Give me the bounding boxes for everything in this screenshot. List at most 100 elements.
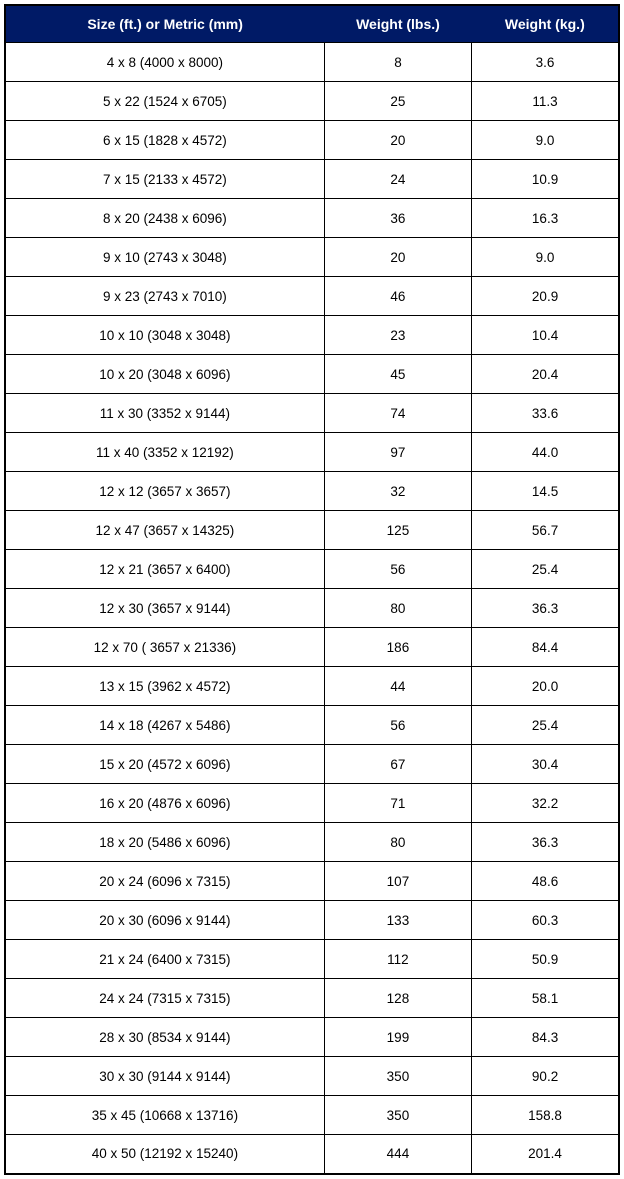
table-row: 5 x 22 (1524 x 6705)2511.3: [5, 82, 619, 121]
cell-weight-kg: 48.6: [472, 862, 619, 901]
cell-size: 9 x 23 (2743 x 7010): [5, 277, 324, 316]
cell-weight-lbs: 350: [324, 1057, 471, 1096]
cell-size: 9 x 10 (2743 x 3048): [5, 238, 324, 277]
cell-size: 16 x 20 (4876 x 6096): [5, 784, 324, 823]
cell-weight-lbs: 80: [324, 823, 471, 862]
cell-weight-lbs: 67: [324, 745, 471, 784]
cell-weight-lbs: 20: [324, 238, 471, 277]
cell-weight-kg: 56.7: [472, 511, 619, 550]
cell-weight-kg: 30.4: [472, 745, 619, 784]
table-row: 21 x 24 (6400 x 7315)11250.9: [5, 940, 619, 979]
cell-weight-kg: 10.9: [472, 160, 619, 199]
cell-weight-lbs: 186: [324, 628, 471, 667]
cell-size: 13 x 15 (3962 x 4572): [5, 667, 324, 706]
cell-weight-kg: 9.0: [472, 121, 619, 160]
cell-weight-lbs: 45: [324, 355, 471, 394]
cell-size: 8 x 20 (2438 x 6096): [5, 199, 324, 238]
cell-weight-lbs: 44: [324, 667, 471, 706]
cell-weight-kg: 11.3: [472, 82, 619, 121]
cell-weight-kg: 3.6: [472, 43, 619, 82]
cell-weight-lbs: 133: [324, 901, 471, 940]
cell-weight-kg: 84.3: [472, 1018, 619, 1057]
table-row: 24 x 24 (7315 x 7315)12858.1: [5, 979, 619, 1018]
cell-weight-kg: 20.0: [472, 667, 619, 706]
cell-weight-lbs: 107: [324, 862, 471, 901]
cell-size: 28 x 30 (8534 x 9144): [5, 1018, 324, 1057]
cell-weight-kg: 158.8: [472, 1096, 619, 1135]
cell-weight-kg: 36.3: [472, 589, 619, 628]
cell-weight-lbs: 23: [324, 316, 471, 355]
cell-weight-lbs: 46: [324, 277, 471, 316]
cell-weight-lbs: 74: [324, 394, 471, 433]
cell-size: 10 x 10 (3048 x 3048): [5, 316, 324, 355]
cell-size: 21 x 24 (6400 x 7315): [5, 940, 324, 979]
cell-weight-kg: 36.3: [472, 823, 619, 862]
cell-weight-lbs: 199: [324, 1018, 471, 1057]
cell-weight-lbs: 80: [324, 589, 471, 628]
cell-size: 10 x 20 (3048 x 6096): [5, 355, 324, 394]
cell-weight-kg: 10.4: [472, 316, 619, 355]
cell-weight-kg: 90.2: [472, 1057, 619, 1096]
cell-size: 35 x 45 (10668 x 13716): [5, 1096, 324, 1135]
cell-size: 5 x 22 (1524 x 6705): [5, 82, 324, 121]
table-row: 12 x 47 (3657 x 14325)12556.7: [5, 511, 619, 550]
table-row: 8 x 20 (2438 x 6096)3616.3: [5, 199, 619, 238]
cell-weight-lbs: 8: [324, 43, 471, 82]
table-row: 9 x 10 (2743 x 3048)209.0: [5, 238, 619, 277]
cell-size: 18 x 20 (5486 x 6096): [5, 823, 324, 862]
table-row: 7 x 15 (2133 x 4572)2410.9: [5, 160, 619, 199]
table-row: 10 x 20 (3048 x 6096)4520.4: [5, 355, 619, 394]
cell-size: 12 x 47 (3657 x 14325): [5, 511, 324, 550]
cell-size: 12 x 21 (3657 x 6400): [5, 550, 324, 589]
header-weight-lbs: Weight (lbs.): [324, 5, 471, 43]
table-header-row: Size (ft.) or Metric (mm) Weight (lbs.) …: [5, 5, 619, 43]
cell-size: 12 x 12 (3657 x 3657): [5, 472, 324, 511]
cell-size: 20 x 30 (6096 x 9144): [5, 901, 324, 940]
table-row: 9 x 23 (2743 x 7010)4620.9: [5, 277, 619, 316]
cell-weight-lbs: 71: [324, 784, 471, 823]
cell-weight-lbs: 25: [324, 82, 471, 121]
cell-weight-lbs: 56: [324, 706, 471, 745]
cell-weight-kg: 58.1: [472, 979, 619, 1018]
cell-weight-kg: 16.3: [472, 199, 619, 238]
cell-weight-kg: 84.4: [472, 628, 619, 667]
cell-weight-lbs: 24: [324, 160, 471, 199]
table-row: 13 x 15 (3962 x 4572)4420.0: [5, 667, 619, 706]
cell-size: 4 x 8 (4000 x 8000): [5, 43, 324, 82]
cell-size: 11 x 40 (3352 x 12192): [5, 433, 324, 472]
cell-weight-kg: 20.9: [472, 277, 619, 316]
cell-size: 30 x 30 (9144 x 9144): [5, 1057, 324, 1096]
cell-size: 12 x 70 ( 3657 x 21336): [5, 628, 324, 667]
cell-size: 12 x 30 (3657 x 9144): [5, 589, 324, 628]
table-row: 18 x 20 (5486 x 6096)8036.3: [5, 823, 619, 862]
cell-weight-lbs: 125: [324, 511, 471, 550]
table-row: 14 x 18 (4267 x 5486)5625.4: [5, 706, 619, 745]
table-row: 20 x 30 (6096 x 9144)13360.3: [5, 901, 619, 940]
cell-weight-lbs: 20: [324, 121, 471, 160]
cell-weight-kg: 33.6: [472, 394, 619, 433]
cell-weight-lbs: 350: [324, 1096, 471, 1135]
table-row: 28 x 30 (8534 x 9144)19984.3: [5, 1018, 619, 1057]
header-weight-kg: Weight (kg.): [472, 5, 619, 43]
cell-weight-lbs: 112: [324, 940, 471, 979]
table-row: 10 x 10 (3048 x 3048)2310.4: [5, 316, 619, 355]
cell-size: 6 x 15 (1828 x 4572): [5, 121, 324, 160]
table-row: 35 x 45 (10668 x 13716)350158.8: [5, 1096, 619, 1135]
table-row: 12 x 30 (3657 x 9144)8036.3: [5, 589, 619, 628]
table-row: 16 x 20 (4876 x 6096)7132.2: [5, 784, 619, 823]
table-row: 12 x 21 (3657 x 6400)5625.4: [5, 550, 619, 589]
size-weight-table: Size (ft.) or Metric (mm) Weight (lbs.) …: [4, 4, 620, 1175]
table-row: 12 x 12 (3657 x 3657)3214.5: [5, 472, 619, 511]
cell-weight-kg: 32.2: [472, 784, 619, 823]
cell-weight-kg: 20.4: [472, 355, 619, 394]
table-row: 12 x 70 ( 3657 x 21336)18684.4: [5, 628, 619, 667]
cell-weight-lbs: 56: [324, 550, 471, 589]
cell-weight-kg: 25.4: [472, 550, 619, 589]
cell-size: 14 x 18 (4267 x 5486): [5, 706, 324, 745]
cell-weight-kg: 44.0: [472, 433, 619, 472]
table-row: 15 x 20 (4572 x 6096)6730.4: [5, 745, 619, 784]
cell-weight-kg: 25.4: [472, 706, 619, 745]
cell-size: 20 x 24 (6096 x 7315): [5, 862, 324, 901]
table-row: 11 x 40 (3352 x 12192)9744.0: [5, 433, 619, 472]
cell-size: 24 x 24 (7315 x 7315): [5, 979, 324, 1018]
